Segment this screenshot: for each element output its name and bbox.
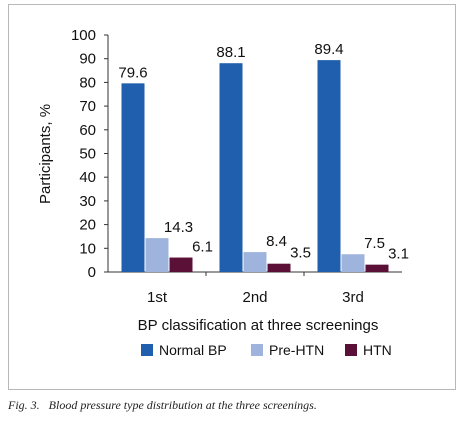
y-tick-label: 60 [79, 122, 96, 139]
bar-normal-bp-3rd [317, 60, 341, 272]
y-tick-label: 80 [79, 74, 96, 91]
x-tick-label: 2nd [242, 289, 267, 306]
legend-label: HTN [363, 342, 392, 358]
legend-swatch [141, 344, 153, 356]
x-tick-label: 1st [147, 289, 168, 306]
legend: Normal BP Pre-HTN HTN [141, 342, 392, 358]
data-label: 8.4 [266, 233, 287, 250]
bar-htn-3rd [365, 264, 389, 272]
value-labels: 79.6 88.1 89.4 14.3 8.4 7.5 6.1 3.5 3.1 [118, 41, 409, 263]
x-axis-title: BP classification at three screenings [138, 317, 379, 334]
bars [121, 60, 389, 273]
data-label: 7.5 [364, 235, 385, 252]
y-tick-label: 20 [79, 217, 96, 234]
bar-pre-htn-1st [145, 238, 169, 272]
bar-normal-bp-2nd [219, 63, 243, 272]
data-label: 3.1 [388, 246, 409, 263]
bar-normal-bp-1st [121, 83, 145, 273]
bar-htn-1st [169, 257, 193, 272]
legend-label: Pre-HTN [269, 342, 324, 358]
data-label: 6.1 [192, 239, 213, 256]
data-label: 89.4 [314, 41, 343, 58]
y-tick-label: 70 [79, 98, 96, 115]
y-tick-label: 50 [79, 146, 96, 163]
data-label: 14.3 [164, 219, 193, 236]
y-tick-label: 40 [79, 169, 96, 186]
caption-text: Blood pressure type distribution at the … [48, 398, 317, 412]
legend-swatch [251, 344, 263, 356]
y-tick-label: 90 [79, 51, 96, 68]
legend-label: Normal BP [159, 342, 227, 358]
data-label: 79.6 [118, 64, 147, 81]
data-label: 3.5 [290, 245, 311, 262]
y-tick-label: 100 [71, 27, 96, 44]
bar-pre-htn-2nd [243, 252, 267, 272]
y-tick-label: 30 [79, 193, 96, 210]
y-tick-label: 10 [79, 240, 96, 257]
y-tick-label: 0 [88, 264, 96, 281]
y-axis-title: Participants, % [37, 104, 54, 204]
bar-htn-2nd [267, 263, 291, 272]
data-label: 88.1 [216, 44, 245, 61]
figure-caption: Fig. 3. Blood pressure type distribution… [8, 398, 460, 413]
x-axis: 1st 2nd 3rd [108, 271, 402, 306]
bar-pre-htn-3rd [341, 254, 365, 272]
legend-swatch [345, 344, 357, 356]
x-tick-label: 3rd [342, 289, 364, 306]
caption-label: Fig. 3. [8, 398, 40, 412]
y-axis: 0 10 20 30 40 50 60 70 80 90 100 [71, 27, 109, 281]
